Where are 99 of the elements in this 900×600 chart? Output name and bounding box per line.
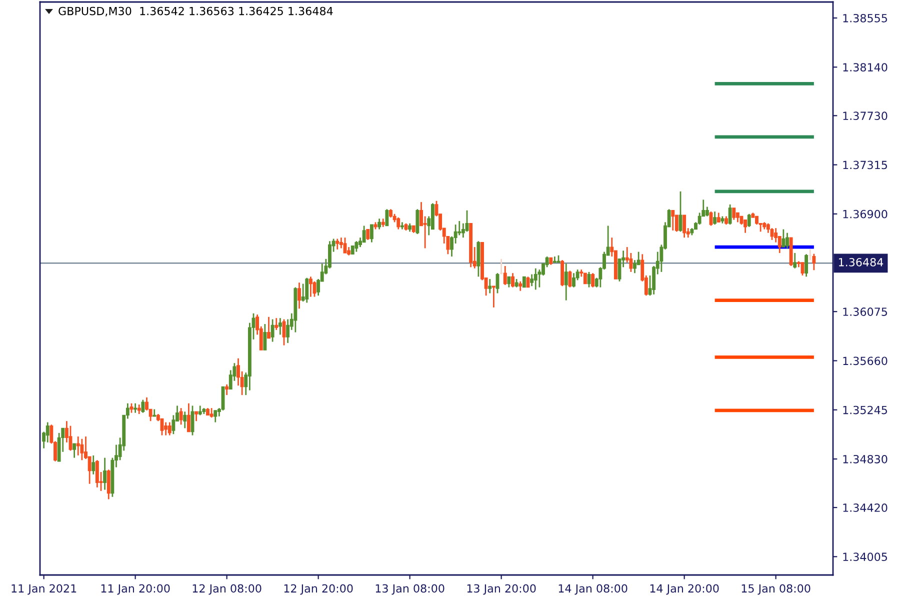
x-tick-label: 14 Jan 20:00	[650, 584, 719, 595]
candlestick	[168, 422, 172, 436]
candlestick	[503, 265, 507, 286]
x-tick-label: 11 Jan 20:00	[101, 584, 170, 595]
candlestick	[674, 214, 678, 232]
candlestick	[744, 219, 748, 234]
candlestick	[130, 402, 134, 414]
candlestick	[80, 438, 84, 461]
candlestick	[225, 384, 229, 396]
candlestick	[534, 268, 538, 290]
y-tick-label: 1.34005	[843, 552, 888, 562]
candlestick	[507, 276, 511, 288]
candlestick	[732, 207, 736, 221]
candlestick	[164, 422, 168, 436]
candlestick	[103, 457, 107, 490]
y-tick-label: 1.34420	[843, 503, 888, 512]
y-tick-label: 1.36075	[843, 308, 888, 316]
x-tick-label: 12 Jan 08:00	[192, 584, 262, 595]
candlestick	[782, 228, 786, 248]
candlestick	[270, 318, 274, 342]
candlestick	[572, 272, 576, 288]
candlestick	[385, 208, 389, 226]
candlestick	[72, 442, 76, 458]
candlestick	[134, 402, 138, 414]
candlestick	[92, 454, 96, 476]
candlestick	[198, 405, 202, 416]
candlestick	[774, 227, 778, 244]
candlestick	[343, 236, 347, 254]
y-tick-label: 1.37730	[843, 112, 888, 120]
candlestick	[716, 212, 720, 223]
candlestick	[370, 224, 374, 244]
candlestick	[68, 425, 72, 452]
candlestick	[591, 272, 595, 288]
candlestick	[214, 410, 218, 423]
candlestick	[518, 280, 522, 292]
candlestick	[713, 210, 717, 226]
candlestick	[633, 259, 636, 274]
candlestick	[57, 432, 61, 462]
candlestick	[786, 232, 789, 249]
candlestick	[362, 225, 366, 244]
candlestick	[172, 414, 176, 435]
candlestick	[308, 276, 312, 298]
candlestick	[141, 399, 145, 414]
candlestick	[137, 404, 141, 415]
candlestick	[305, 277, 309, 304]
candlestick	[416, 208, 420, 235]
y-tick-label: 1.37315	[843, 160, 888, 170]
candlestick	[274, 317, 278, 331]
x-tick-label: 14 Jan 08:00	[558, 584, 628, 595]
candlestick	[804, 253, 808, 278]
candlestick	[298, 282, 301, 310]
candlestick	[812, 253, 816, 271]
y-tick-label: 1.35660	[843, 356, 888, 366]
candlestick	[705, 206, 709, 217]
candlestick	[770, 227, 774, 241]
candlestick	[210, 407, 214, 418]
candlestick	[564, 262, 568, 302]
x-tick-label: 15 Jan 08:00	[742, 584, 810, 595]
candlestick	[194, 410, 198, 422]
candlestick	[76, 436, 80, 456]
chart-title: GBPUSD,M30 1.36542 1.36563 1.36425 1.36484	[58, 6, 333, 16]
y-tick-label: 1.36900	[843, 210, 888, 218]
y-tick-label: 1.38140	[843, 63, 888, 72]
candlestick	[728, 204, 732, 226]
candlestick	[793, 252, 797, 270]
candlestick	[522, 276, 526, 288]
candlestick	[186, 402, 190, 432]
candlestick	[583, 272, 587, 284]
candlestick	[106, 468, 110, 500]
x-tick-label: 11 Jan 2021	[12, 584, 76, 595]
candlestick	[312, 280, 316, 298]
candlestick	[378, 218, 382, 230]
candlestick	[263, 323, 267, 351]
candlestick	[671, 210, 675, 232]
x-tick-label: 12 Jan 20:00	[284, 584, 353, 595]
ref-line-label: 1.36484	[838, 258, 884, 266]
candlestick	[396, 216, 400, 230]
candlestick	[183, 410, 187, 429]
candlestick	[560, 259, 564, 287]
candlestick	[488, 278, 492, 294]
candlestick	[800, 262, 804, 276]
candlestick	[476, 240, 480, 278]
candlestick	[336, 238, 340, 250]
candlestick	[747, 213, 751, 228]
candlestick	[267, 316, 270, 339]
candlestick	[682, 214, 686, 238]
candlestick	[95, 459, 99, 488]
y-tick-label: 1.38555	[843, 14, 888, 22]
candlestick	[179, 407, 183, 426]
x-tick-label: 13 Jan 08:00	[376, 584, 444, 595]
candlestick	[278, 317, 282, 336]
candlestick	[698, 212, 702, 226]
candlestick	[568, 270, 572, 288]
x-tick-label: 13 Jan 20:00	[467, 584, 536, 595]
y-tick-label: 1.34830	[843, 454, 888, 464]
candlestick	[511, 272, 514, 288]
candlestick	[354, 240, 358, 252]
candlestick	[366, 228, 370, 241]
y-tick-label: 1.35245	[843, 406, 888, 414]
